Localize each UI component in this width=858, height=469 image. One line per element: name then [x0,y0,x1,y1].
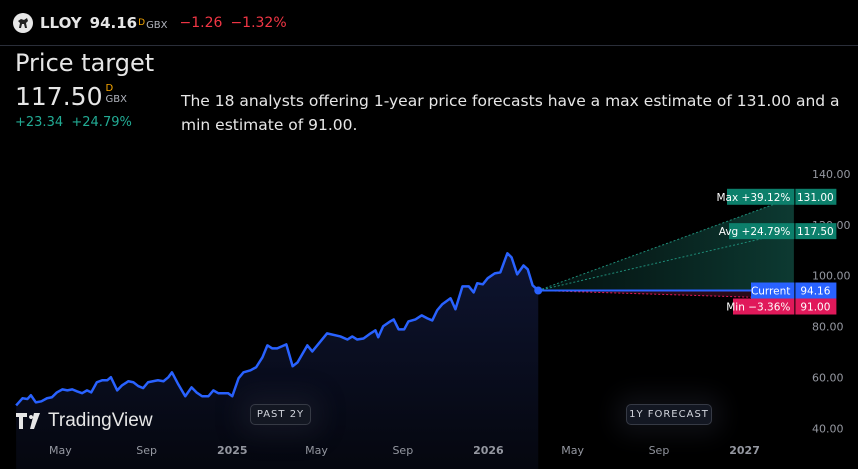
x-tick-label: 2025 [217,444,248,457]
horse-icon [13,12,33,33]
x-tick-label: Sep [136,444,157,457]
target-change: +23.34 +24.79% [15,115,132,130]
delayed-flag: D [138,17,146,28]
min-label: Min −3.36% [726,302,790,314]
target-currency: GBX [105,94,127,105]
max-value-box [795,188,837,205]
target-change-abs: +23.34 [15,115,64,130]
y-tick-label: 60.00 [812,371,844,384]
x-tick-label: 2027 [729,444,760,457]
y-tick-label: 100.00 [812,270,851,283]
current-label: Current [751,286,790,298]
forecast-description: The 18 analysts offering 1-year price fo… [181,92,840,134]
x-tick-label: Sep [649,444,670,457]
symbol-header: LLOY 94.16 D GBX −1.26 −1.32% [0,0,858,46]
current-label-box [751,282,795,299]
current-value-box [795,282,837,299]
price-change-pct: −1.32% [230,14,287,31]
target-change-pct: +24.79% [71,115,132,130]
x-tick-label: 2026 [473,444,504,457]
avg-label: Avg +24.79% [719,226,791,238]
last-price: 94.16 [89,13,138,32]
y-tick-label: 140.00 [812,168,851,181]
currency: GBX [146,20,168,31]
avg-value-box [795,223,837,240]
price-target-value: 117.50 D GBX [15,82,127,111]
1y-forecast-button[interactable]: 1Y FORECAST [626,404,712,425]
min-value-box [795,298,837,315]
avg-label-box [729,223,795,240]
tradingview-logo: TradingView [16,410,153,432]
min-label-box [733,298,795,315]
x-tick-label: May [49,444,72,457]
target-value: 117.50 [15,82,103,111]
page-title: Price target [15,49,155,77]
price-change: −1.26 [179,14,223,31]
y-tick-label: 80.00 [812,321,844,334]
history-line [15,252,540,407]
max-value: 131.00 [797,192,834,204]
target-flag: D [105,83,114,94]
tradingview-icon [16,413,40,429]
symbol-name[interactable]: LLOY [40,13,82,32]
x-tick-label: Sep [392,444,413,457]
forecast-max-line [538,196,795,291]
max-label: Max +39.12% [716,192,790,204]
x-tick-label: May [305,444,328,457]
past-2y-button[interactable]: PAST 2Y [250,404,311,425]
min-value: 91.00 [800,302,830,314]
current-value: 94.16 [800,286,830,298]
x-tick-label: May [561,444,584,457]
y-tick-label: 40.00 [812,422,844,435]
avg-value: 117.50 [797,226,834,238]
max-label-box [727,188,795,205]
history-area [16,253,539,469]
brand-name: TradingView [48,410,153,431]
